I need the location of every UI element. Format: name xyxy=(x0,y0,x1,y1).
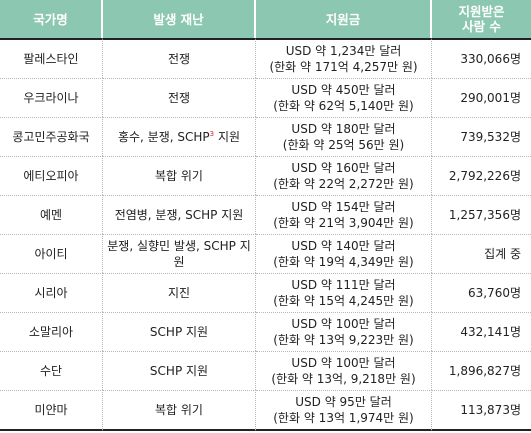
support-krw: (한화 약 171억 4,257만 원) xyxy=(269,60,418,74)
disaster-text: SCHP 지원 xyxy=(149,325,209,339)
support-krw: (한화 약 13억 9,223만 원) xyxy=(273,333,414,347)
people-cell: 63,760명 xyxy=(432,273,531,312)
header-country: 국가명 xyxy=(0,0,103,38)
support-krw: (한화 약 62억 5,140만 원) xyxy=(273,99,414,113)
disaster-text: 지진 xyxy=(167,286,191,300)
support-cell: USD 약 1,234만 달러 (한화 약 171억 4,257만 원) xyxy=(256,38,432,78)
table-row: 예멘 전염병, 분쟁, SCHP 지원 USD 약 154만 달러 (한화 약 21억… xyxy=(0,195,531,234)
support-cell: USD 약 100만 달러 (한화 약 13억, 9,218만 원) xyxy=(256,351,432,390)
disaster-text: 복합 위기 xyxy=(155,403,203,417)
table-body: 팔레스타인 전쟁 USD 약 1,234만 달러 (한화 약 171억 4,257만 … xyxy=(0,38,531,431)
country-cell: 수단 xyxy=(0,351,103,390)
country-cell: 에티오피아 xyxy=(0,156,103,195)
support-cell: USD 약 100만 달러 (한화 약 13억 9,223만 원) xyxy=(256,312,432,351)
support-usd: USD 약 100만 달러 xyxy=(291,356,396,370)
disaster-text: 복합 위기 xyxy=(155,169,203,183)
table-header: 국가명 발생 재난 지원금 지원받은 사람 수 xyxy=(0,0,531,38)
header-people-line1: 지원받은 xyxy=(458,4,505,19)
people-cell: 1,896,827명 xyxy=(432,351,531,390)
disaster-cell: SCHP 지원 xyxy=(103,312,256,351)
support-krw: (한화 약 22억 2,272만 원) xyxy=(273,177,414,191)
disaster-text: 홍수, 분쟁, SCHP xyxy=(117,130,210,144)
disaster-cell: SCHP 지원 xyxy=(103,351,256,390)
table-row: 시리아 지진 USD 약 111만 달러 (한화 약 15억 4,245만 원) 63,… xyxy=(0,273,531,312)
support-usd: USD 약 160만 달러 xyxy=(291,161,396,175)
disaster-cell: 분쟁, 실향민 발생, SCHP 지원 xyxy=(103,234,256,273)
country-cell: 아이티 xyxy=(0,234,103,273)
country-cell: 시리아 xyxy=(0,273,103,312)
people-cell: 739,532명 xyxy=(432,117,531,156)
disaster-text: 전쟁 xyxy=(167,52,191,66)
support-usd: USD 약 450만 달러 xyxy=(291,83,396,97)
table-row: 미얀마 복합 위기 USD 약 95만 달러 (한화 약 13억 1,974만 원) 1… xyxy=(0,390,531,431)
support-krw: (한화 약 13억, 9,218만 원) xyxy=(271,372,416,386)
header-row: 국가명 발생 재난 지원금 지원받은 사람 수 xyxy=(0,0,531,38)
country-cell: 소말리아 xyxy=(0,312,103,351)
disaster-text-after: 지원 xyxy=(214,130,241,144)
support-cell: USD 약 111만 달러 (한화 약 15억 4,245만 원) xyxy=(256,273,432,312)
country-cell: 예멘 xyxy=(0,195,103,234)
support-usd: USD 약 95만 달러 xyxy=(295,395,392,409)
people-cell: 432,141명 xyxy=(432,312,531,351)
table-row: 콩고민주공화국 홍수, 분쟁, SCHP3 지원 USD 약 180만 달러 (한화 … xyxy=(0,117,531,156)
support-cell: USD 약 140만 달러 (한화 약 19억 4,349만 원) xyxy=(256,234,432,273)
people-cell: 2,792,226명 xyxy=(432,156,531,195)
disaster-cell: 홍수, 분쟁, SCHP3 지원 xyxy=(103,117,256,156)
support-usd: USD 약 111만 달러 xyxy=(291,278,396,292)
support-usd: USD 약 140만 달러 xyxy=(291,239,396,253)
support-krw: (한화 약 13억 1,974만 원) xyxy=(273,411,414,425)
support-cell: USD 약 160만 달러 (한화 약 22억 2,272만 원) xyxy=(256,156,432,195)
disaster-cell: 복합 위기 xyxy=(103,390,256,431)
support-usd: USD 약 1,234만 달러 xyxy=(285,44,402,58)
disaster-text: 전쟁 xyxy=(167,91,191,105)
disaster-cell: 지진 xyxy=(103,273,256,312)
disaster-text: 전염병, 분쟁, SCHP 지원 xyxy=(114,208,244,222)
table-row: 우크라이나 전쟁 USD 약 450만 달러 (한화 약 62억 5,140만 원) 2… xyxy=(0,78,531,117)
header-people: 지원받은 사람 수 xyxy=(432,0,531,38)
disaster-text: 분쟁, 실향민 발생, SCHP 지원 xyxy=(107,239,251,269)
country-cell: 팔레스타인 xyxy=(0,38,103,78)
disaster-cell: 전쟁 xyxy=(103,78,256,117)
disaster-cell: 전쟁 xyxy=(103,38,256,78)
support-usd: USD 약 180만 달러 xyxy=(291,122,396,136)
support-cell: USD 약 95만 달러 (한화 약 13억 1,974만 원) xyxy=(256,390,432,431)
table-row: 소말리아 SCHP 지원 USD 약 100만 달러 (한화 약 13억 9,223만… xyxy=(0,312,531,351)
header-people-line2: 사람 수 xyxy=(462,19,501,34)
country-cell: 우크라이나 xyxy=(0,78,103,117)
people-cell: 113,873명 xyxy=(432,390,531,431)
support-krw: (한화 약 21억 3,904만 원) xyxy=(273,216,414,230)
support-krw: (한화 약 19억 4,349만 원) xyxy=(273,255,414,269)
disaster-cell: 전염병, 분쟁, SCHP 지원 xyxy=(103,195,256,234)
support-cell: USD 약 180만 달러 (한화 약 25억 56만 원) xyxy=(256,117,432,156)
people-cell: 집계 중 xyxy=(432,234,531,273)
people-cell: 290,001명 xyxy=(432,78,531,117)
header-support: 지원금 xyxy=(256,0,432,38)
support-cell: USD 약 154만 달러 (한화 약 21억 3,904만 원) xyxy=(256,195,432,234)
table-row: 수단 SCHP 지원 USD 약 100만 달러 (한화 약 13억, 9,218만 … xyxy=(0,351,531,390)
people-cell: 330,066명 xyxy=(432,38,531,78)
table-row: 팔레스타인 전쟁 USD 약 1,234만 달러 (한화 약 171억 4,257만 … xyxy=(0,38,531,78)
disaster-text: SCHP 지원 xyxy=(149,364,209,378)
header-disaster: 발생 재난 xyxy=(103,0,256,38)
support-usd: USD 약 154만 달러 xyxy=(291,200,396,214)
footnote-marker: 3 xyxy=(209,130,215,138)
disaster-cell: 복합 위기 xyxy=(103,156,256,195)
country-cell: 미얀마 xyxy=(0,390,103,431)
table-row: 아이티 분쟁, 실향민 발생, SCHP 지원 USD 약 140만 달러 (한화 약… xyxy=(0,234,531,273)
support-cell: USD 약 450만 달러 (한화 약 62억 5,140만 원) xyxy=(256,78,432,117)
country-cell: 콩고민주공화국 xyxy=(0,117,103,156)
support-usd: USD 약 100만 달러 xyxy=(291,317,396,331)
people-cell: 1,257,356명 xyxy=(432,195,531,234)
support-krw: (한화 약 25억 56만 원) xyxy=(282,138,405,152)
support-krw: (한화 약 15억 4,245만 원) xyxy=(273,294,414,308)
table-row: 에티오피아 복합 위기 USD 약 160만 달러 (한화 약 22억 2,272만 … xyxy=(0,156,531,195)
